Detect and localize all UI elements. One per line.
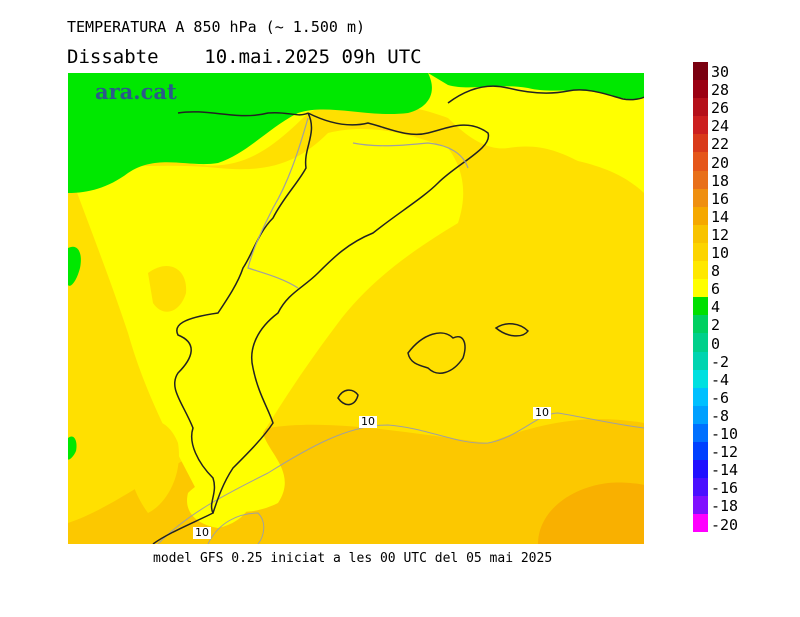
color-scale-label: 14 <box>711 207 730 226</box>
map-canvas <box>68 73 644 544</box>
color-scale-label: 26 <box>711 99 730 118</box>
ara-cat-logo: ara.cat <box>95 79 177 104</box>
color-scale-swatch <box>693 441 708 461</box>
color-scale-label: -18 <box>711 497 739 516</box>
temp-field-4-6-northeast <box>428 73 644 100</box>
color-scale-label: 6 <box>711 280 721 299</box>
island-mallorca <box>407 332 466 374</box>
color-scale-swatch <box>693 242 708 262</box>
color-scale-label: 4 <box>711 298 721 317</box>
color-scale-label: -12 <box>711 443 739 462</box>
region-border-2 <box>352 142 469 169</box>
map-title: TEMPERATURA A 850 hPa (~ 1.500 m) <box>67 18 366 36</box>
color-scale-label: 22 <box>711 135 730 154</box>
temp-field-4-6-west <box>68 246 81 286</box>
isotherm-10-south <box>207 512 265 544</box>
temp-field-inland-patch-2 <box>148 265 187 312</box>
color-scale-label: -16 <box>711 479 739 498</box>
color-scale-swatch <box>693 261 708 280</box>
temp-field-12-14 <box>538 482 644 544</box>
color-scale-bar <box>693 62 708 533</box>
color-scale-label: -10 <box>711 425 739 443</box>
color-scale-label: -20 <box>711 515 739 534</box>
color-scale-label: 28 <box>711 81 730 100</box>
island-menorca <box>494 323 529 337</box>
color-scale-swatch <box>693 98 708 117</box>
color-scale-swatch <box>693 206 708 225</box>
contour-label: 10 <box>359 415 377 428</box>
color-scale-label: 16 <box>711 189 730 208</box>
color-scale-label: -2 <box>711 352 730 371</box>
temp-field-6-8-south <box>187 474 254 528</box>
color-scale-swatch <box>693 387 708 406</box>
color-scale-label: -14 <box>711 461 739 480</box>
color-scale-swatch <box>693 478 708 497</box>
color-scale-swatch <box>693 423 708 442</box>
color-scale-label: 2 <box>711 316 721 335</box>
color-scale-label: 18 <box>711 171 730 190</box>
color-scale-label: 10 <box>711 244 730 262</box>
region-border <box>247 117 309 289</box>
map-datetime: Dissabte 10.mai.2025 09h UTC <box>67 46 422 68</box>
color-scale-swatch <box>693 315 708 334</box>
color-scale-label: -4 <box>711 370 730 389</box>
temp-field-4-6-west-2 <box>68 436 77 460</box>
color-scale-swatch <box>693 80 708 99</box>
temp-field-6-8-land <box>68 128 464 512</box>
color-scale-swatch <box>693 351 708 370</box>
isotherm-10 <box>157 412 644 544</box>
color-scale-swatch <box>693 514 708 533</box>
color-scale-swatch <box>693 134 708 153</box>
border-pyrenees <box>177 111 309 117</box>
color-scale-swatch <box>693 297 708 316</box>
coastline-east <box>212 112 490 514</box>
color-scale-swatch <box>693 170 708 189</box>
contour-label: 10 <box>533 406 551 419</box>
color-scale-label: 8 <box>711 262 721 281</box>
color-scale-label: 12 <box>711 225 730 244</box>
color-scale-swatch <box>693 116 708 135</box>
color-scale-label: 24 <box>711 117 730 136</box>
border-north <box>447 85 644 104</box>
color-scale-label: -6 <box>711 388 730 407</box>
color-scale-swatch <box>693 279 708 298</box>
color-scale-label: 20 <box>711 153 730 172</box>
color-scale-swatch <box>693 333 708 352</box>
coastline-west <box>152 112 313 544</box>
color-scale-swatch <box>693 62 708 81</box>
color-scale-label: 0 <box>711 334 721 353</box>
color-scale-swatch <box>693 369 708 388</box>
color-scale-swatch <box>693 224 708 243</box>
color-scale-label: 30 <box>711 63 730 81</box>
color-scale-swatch <box>693 496 708 515</box>
contour-label: 10 <box>193 526 211 539</box>
color-scale-swatch <box>693 460 708 479</box>
color-scale-swatch <box>693 152 708 171</box>
color-scale-swatch <box>693 188 708 207</box>
model-info: model GFS 0.25 iniciat a les 00 UTC del … <box>153 551 553 566</box>
temp-field-4-6-north <box>68 73 432 193</box>
temperature-map: 10 10 10 <box>68 73 644 544</box>
color-scale-swatch <box>693 405 708 424</box>
temp-field-inland-patch <box>126 420 179 513</box>
color-scale-label: -8 <box>711 406 730 425</box>
island-ibiza <box>337 389 359 406</box>
